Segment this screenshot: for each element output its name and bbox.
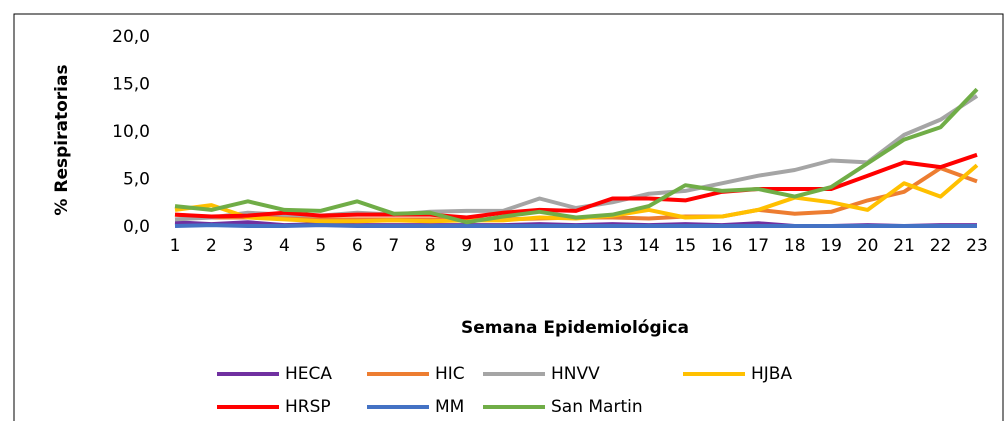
x-tick-label: 9 xyxy=(461,236,472,256)
x-tick-label: 23 xyxy=(966,236,988,256)
x-tick-label: 21 xyxy=(893,236,915,256)
x-tick-label: 3 xyxy=(242,236,253,256)
x-tick-label: 11 xyxy=(529,236,551,256)
y-axis-title: % Respiratorias xyxy=(52,64,72,215)
x-tick-label: 12 xyxy=(565,236,587,256)
x-tick-label: 7 xyxy=(388,236,399,256)
legend-label: HJBA xyxy=(751,364,792,384)
x-tick-label: 16 xyxy=(711,236,733,256)
x-tick-label: 1 xyxy=(170,236,181,256)
series-line xyxy=(174,152,978,220)
x-tick-label: 17 xyxy=(747,236,769,256)
legend-label: HRSP xyxy=(285,397,331,417)
x-tick-label: 6 xyxy=(352,236,363,256)
legend-label: HIC xyxy=(435,364,465,384)
series-line xyxy=(174,87,979,225)
y-tick-label: 0,0 xyxy=(123,217,150,237)
x-tick-label: 13 xyxy=(602,236,624,256)
y-tick-label: 10,0 xyxy=(112,122,150,142)
x-tick-label: 4 xyxy=(279,236,290,256)
x-tick-label: 18 xyxy=(784,236,806,256)
x-tick-label: 2 xyxy=(206,236,217,256)
series-line xyxy=(174,223,977,229)
x-tick-label: 20 xyxy=(857,236,879,256)
legend-label: HECA xyxy=(285,364,332,384)
y-tick-label: 5,0 xyxy=(123,170,150,190)
y-tick-label: 20,0 xyxy=(112,27,150,47)
x-tick-label: 8 xyxy=(425,236,436,256)
legend-label: HNVV xyxy=(551,364,600,384)
legend-label: MM xyxy=(435,397,464,417)
x-axis-title: Semana Epidemiológica xyxy=(461,318,689,338)
x-tick-label: 19 xyxy=(820,236,842,256)
x-tick-label: 22 xyxy=(930,236,952,256)
legend-label: San Martin xyxy=(551,397,643,417)
x-tick-label: 15 xyxy=(675,236,697,256)
x-tick-label: 10 xyxy=(492,236,514,256)
y-tick-label: 15,0 xyxy=(112,75,150,95)
x-tick-label: 5 xyxy=(315,236,326,256)
x-tick-label: 14 xyxy=(638,236,660,256)
